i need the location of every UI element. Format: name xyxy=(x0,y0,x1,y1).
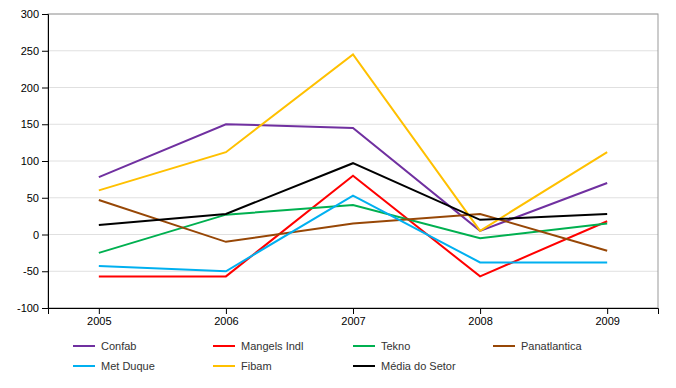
x-tick-label: 2009 xyxy=(595,315,619,327)
grid-line xyxy=(48,50,658,51)
x-tick: 2005 xyxy=(87,308,111,327)
x-tick-mark xyxy=(353,308,354,314)
legend-swatch xyxy=(213,365,235,367)
legend-item: Fibam xyxy=(213,360,272,372)
chart: 2005 2006 2007 2008 2009 -100 -50 0 50 100 150 200 2… xyxy=(0,0,676,388)
y-tick-mark xyxy=(42,14,48,15)
x-tick: 2009 xyxy=(595,308,619,327)
y-tick-label: 0 xyxy=(33,229,39,241)
y-tick-mark xyxy=(42,271,48,272)
y-tick: 0 xyxy=(33,229,48,241)
y-tick: 300 xyxy=(21,8,48,20)
legend-swatch xyxy=(213,345,235,347)
y-tick-label: 200 xyxy=(21,82,39,94)
x-tick-label: 2007 xyxy=(341,315,365,327)
plot-area: 2005 2006 2007 2008 2009 -100 -50 0 50 100 150 200 2… xyxy=(17,8,659,327)
y-tick-label: 50 xyxy=(27,192,39,204)
y-tick-label: -100 xyxy=(17,302,39,314)
grid-line xyxy=(48,87,658,88)
grid-line xyxy=(48,124,658,125)
series-lines xyxy=(99,54,607,276)
legend-item: Confab xyxy=(73,340,136,352)
y-tick: 200 xyxy=(21,82,48,94)
y-tick-mark xyxy=(42,88,48,89)
y-axis-line xyxy=(42,15,49,309)
y-tick-label: -50 xyxy=(23,265,39,277)
legend-swatch xyxy=(73,345,95,347)
y-tick-label: 150 xyxy=(21,118,39,130)
grid xyxy=(48,14,658,308)
legend-label: Met Duque xyxy=(101,360,155,372)
legend-label: Confab xyxy=(101,340,136,352)
y-tick-label: 300 xyxy=(21,8,39,20)
legend-item: Média do Setor xyxy=(353,360,456,372)
y-tick: -50 xyxy=(23,265,48,277)
y-axis: -100 -50 0 50 100 150 200 250 300 xyxy=(17,8,49,314)
legend-label: Fibam xyxy=(241,360,272,372)
y-tick-mark xyxy=(42,235,48,236)
y-tick-mark xyxy=(42,308,48,309)
legend-swatch xyxy=(493,345,515,347)
legend-item: Mangels Indl xyxy=(213,340,303,352)
y-tick-mark xyxy=(42,161,48,162)
legend-swatch xyxy=(353,365,375,367)
x-tick-mark xyxy=(607,308,608,314)
legend-item: Met Duque xyxy=(73,360,155,372)
grid-line xyxy=(48,234,658,235)
x-tick-mark xyxy=(99,308,100,314)
y-tick-label: 250 xyxy=(21,45,39,57)
y-tick-mark xyxy=(42,198,48,199)
series-line xyxy=(99,200,607,251)
legend-swatch xyxy=(73,365,95,367)
x-axis-line xyxy=(49,309,659,315)
legend-label: Média do Setor xyxy=(381,360,456,372)
plot-frame xyxy=(48,14,658,308)
legend-label: Panatlantica xyxy=(521,340,582,352)
legend-label: Tekno xyxy=(381,340,410,352)
x-tick: 2007 xyxy=(341,308,365,327)
legend-item: Tekno xyxy=(353,340,410,352)
y-tick: 100 xyxy=(21,155,48,167)
y-tick-mark xyxy=(42,124,48,125)
x-tick-mark xyxy=(226,308,227,314)
series-line xyxy=(99,54,607,230)
legend-item: Panatlantica xyxy=(493,340,582,352)
x-tick: 2008 xyxy=(468,308,492,327)
grid-line xyxy=(48,271,658,272)
legend-swatch xyxy=(353,345,375,347)
y-tick: 50 xyxy=(27,192,48,204)
series-line xyxy=(99,176,607,277)
y-tick-label: 100 xyxy=(21,155,39,167)
y-tick: 150 xyxy=(21,118,48,130)
y-tick-mark xyxy=(42,51,48,52)
series-line xyxy=(99,124,607,231)
legend: Confab Mangels Indl Tekno Panatlantica Met D… xyxy=(73,340,582,372)
x-axis: 2005 2006 2007 2008 2009 xyxy=(49,308,659,327)
x-tick-mark xyxy=(480,308,481,314)
x-tick-label: 2005 xyxy=(87,315,111,327)
x-tick-label: 2006 xyxy=(214,315,238,327)
y-tick: 250 xyxy=(21,45,48,57)
x-tick-label: 2008 xyxy=(468,315,492,327)
series-line xyxy=(99,163,607,225)
x-tick: 2006 xyxy=(214,308,238,327)
legend-label: Mangels Indl xyxy=(241,340,303,352)
series-line xyxy=(99,196,607,272)
y-tick: -100 xyxy=(17,302,48,314)
